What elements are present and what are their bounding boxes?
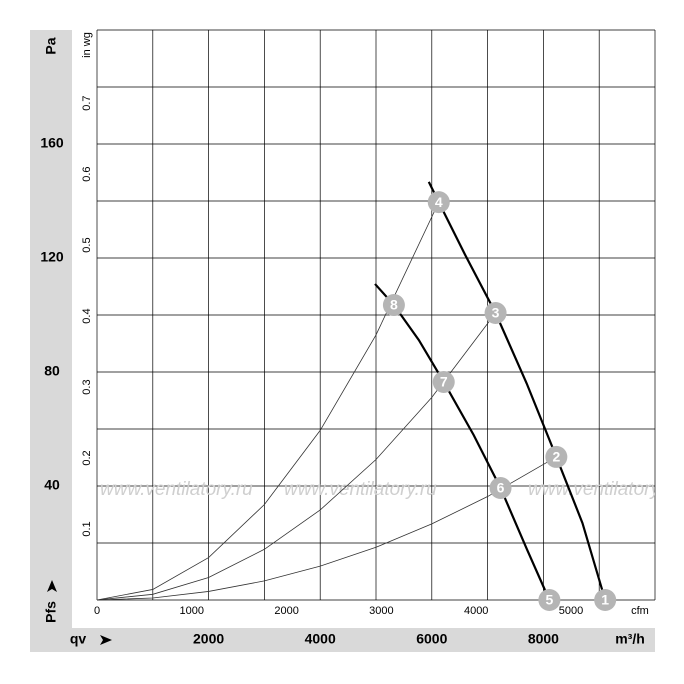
y2-tick-label: 0.4 bbox=[81, 308, 93, 323]
x2-tick-label: 3000 bbox=[369, 605, 393, 617]
operating-point bbox=[538, 589, 561, 611]
point-label: 4 bbox=[435, 194, 443, 210]
curve bbox=[374, 283, 551, 601]
y2-tick-label: 0.2 bbox=[81, 450, 93, 465]
operating-point bbox=[382, 294, 405, 317]
y-tick-label: 80 bbox=[44, 363, 60, 379]
x2-tick-label: 2000 bbox=[274, 605, 298, 617]
point-label: 1 bbox=[601, 592, 609, 608]
x2-tick-label: 4000 bbox=[464, 605, 488, 617]
y-label: Pa bbox=[43, 37, 59, 54]
curve bbox=[96, 312, 496, 601]
point-label: 7 bbox=[440, 374, 448, 390]
operating-point bbox=[489, 476, 512, 499]
y2-tick-label: 0.5 bbox=[81, 237, 93, 252]
curve bbox=[96, 456, 557, 601]
operating-point bbox=[594, 589, 617, 611]
watermark: www.ventilatory.ru bbox=[528, 479, 681, 500]
y-arrow bbox=[47, 580, 57, 592]
operating-point bbox=[545, 445, 568, 468]
x-symbol: qv bbox=[70, 631, 87, 647]
x-tick-label: 4000 bbox=[305, 631, 336, 647]
point-label: 5 bbox=[545, 592, 553, 608]
x-arrow bbox=[100, 635, 112, 645]
x-tick-label: 8000 bbox=[528, 631, 559, 647]
x2-tick-label: 1000 bbox=[180, 605, 204, 617]
operating-point bbox=[484, 302, 507, 325]
left-band bbox=[30, 30, 72, 652]
point-label: 3 bbox=[492, 305, 500, 321]
watermark-group: www.ventilatory.ru www.ventilatory.ru www.… bbox=[100, 479, 681, 500]
point-label: 8 bbox=[390, 297, 398, 313]
y-symbol: Pfs bbox=[43, 601, 59, 623]
x-tick-label: 6000 bbox=[416, 631, 447, 647]
point-label: 2 bbox=[552, 449, 560, 465]
point-label: 6 bbox=[497, 480, 505, 496]
y-tick-label: 40 bbox=[44, 477, 60, 493]
y-tick-label: 120 bbox=[40, 249, 64, 265]
y2-label: in wg bbox=[81, 32, 93, 58]
x2-tick-label: 0 bbox=[94, 605, 100, 617]
x-tick-label: 2000 bbox=[193, 631, 224, 647]
operating-point bbox=[427, 191, 450, 214]
y-tick-label: 160 bbox=[40, 135, 64, 151]
bottom-band bbox=[30, 628, 655, 652]
watermark: www.ventilatory.ru bbox=[284, 479, 437, 500]
x2-tick-label: 5000 bbox=[559, 605, 583, 617]
curve bbox=[427, 181, 607, 601]
x-label: m³/h bbox=[615, 631, 645, 647]
y2-tick-label: 0.1 bbox=[81, 521, 93, 536]
operating-point bbox=[432, 370, 455, 393]
curve bbox=[96, 201, 440, 601]
watermark: www.ventilatory.ru bbox=[100, 479, 253, 500]
x2-label: cfm bbox=[631, 605, 649, 617]
y2-tick-label: 0.6 bbox=[81, 166, 93, 181]
y2-tick-label: 0.3 bbox=[81, 379, 93, 394]
y2-tick-label: 0.7 bbox=[81, 95, 93, 110]
